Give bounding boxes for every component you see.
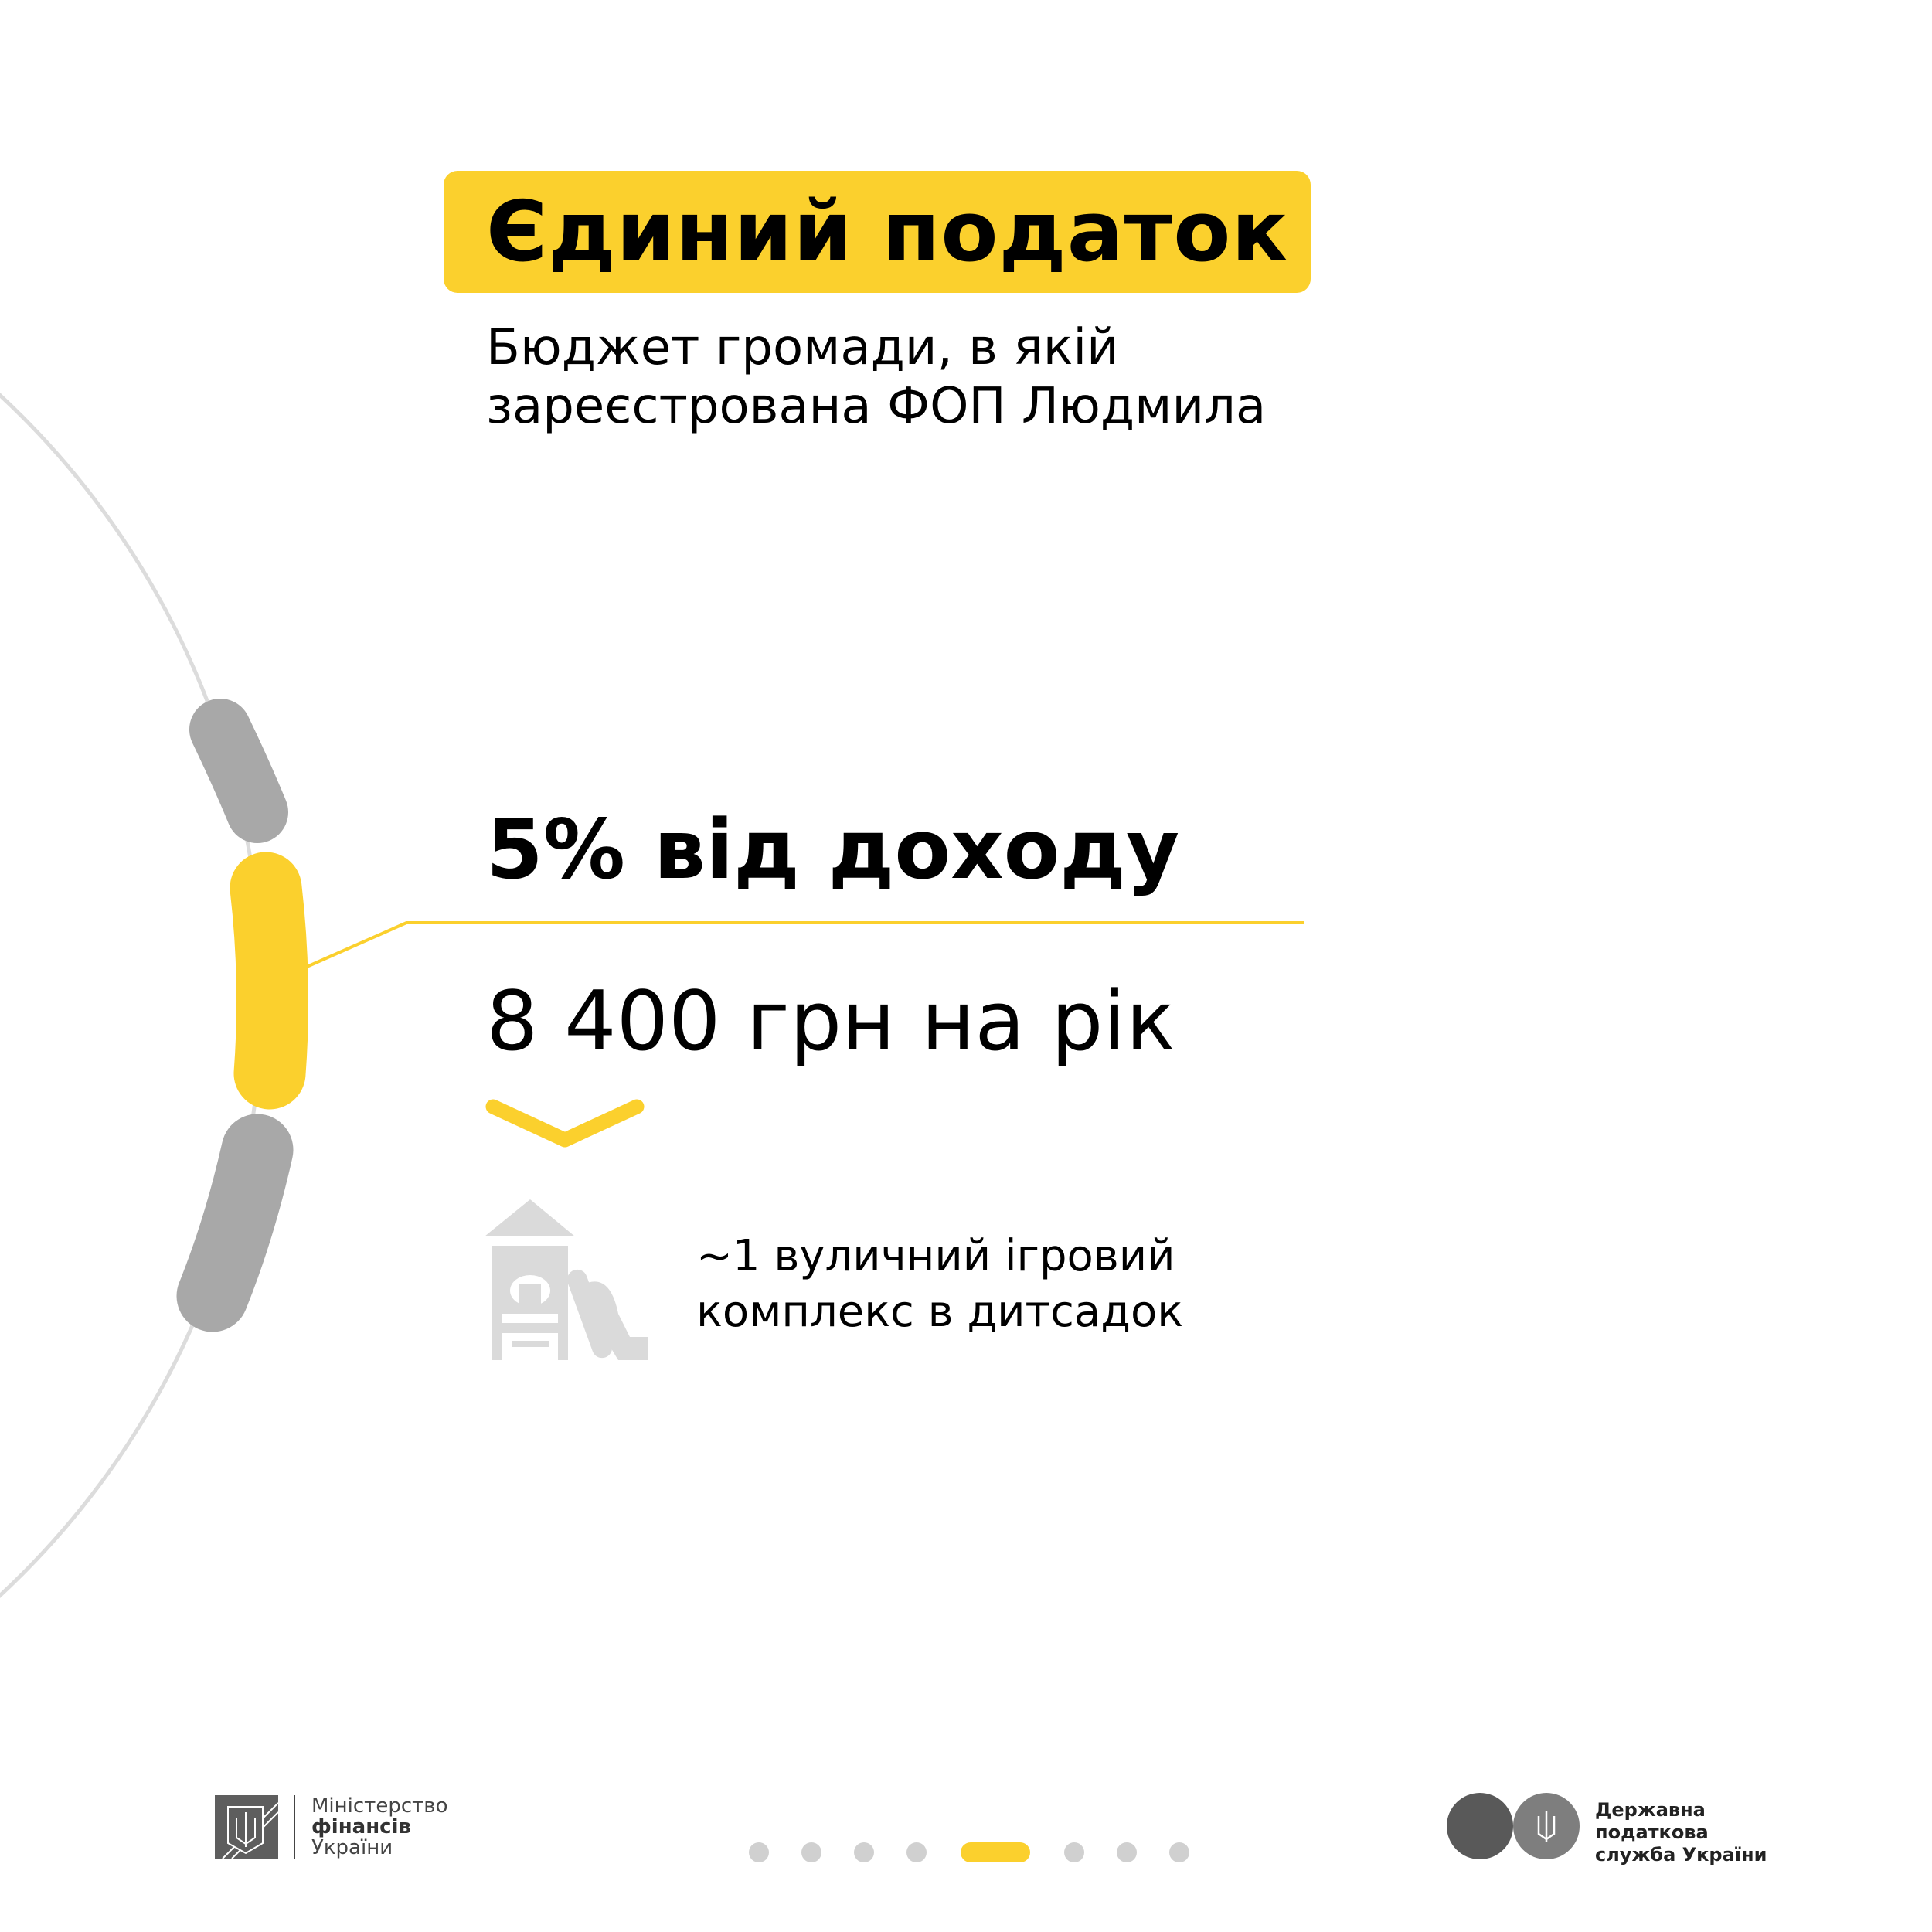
arc-segment-upper [189, 699, 288, 843]
minfin-line: України [311, 1836, 393, 1859]
page-subtitle: Бюджет громади, в якій зареєстрована ФОП… [486, 318, 1266, 436]
arc-segment-active [230, 852, 309, 1110]
equivalent-line: ~1 вуличний ігровий [696, 1231, 1175, 1281]
dps-line: податкова [1595, 1821, 1709, 1843]
title-badge [444, 171, 1311, 293]
minfin-line: фінансів [311, 1815, 411, 1838]
dps-line: Державна [1595, 1799, 1706, 1821]
dps-logo-text: Державна податкова служба України [1595, 1799, 1767, 1866]
chevron-down-icon [485, 1099, 645, 1148]
page-title: Єдиний податок [486, 184, 1289, 281]
dps-line: служба України [1595, 1844, 1767, 1866]
arc-segment-lower [176, 1114, 294, 1332]
tax-amount: 8 400 грн на рік [486, 974, 1175, 1069]
tax-rate: 5% від доходу [486, 802, 1180, 897]
connector-line [306, 921, 1304, 968]
subtitle-line: зареєстрована ФОП Людмила [486, 378, 1267, 435]
arc-circle [0, 393, 264, 1598]
equivalent-line: комплекс в дитсадок [696, 1287, 1184, 1337]
subtitle-line: Бюджет громади, в якій [486, 319, 1119, 376]
equivalent-text: ~1 вуличний ігровий комплекс в дитсадок [696, 1229, 1183, 1340]
minfin-logo-text: Міністерство фінансів України [311, 1796, 448, 1859]
minfin-line: Міністерство [311, 1794, 448, 1818]
playground-icon [485, 1199, 648, 1360]
